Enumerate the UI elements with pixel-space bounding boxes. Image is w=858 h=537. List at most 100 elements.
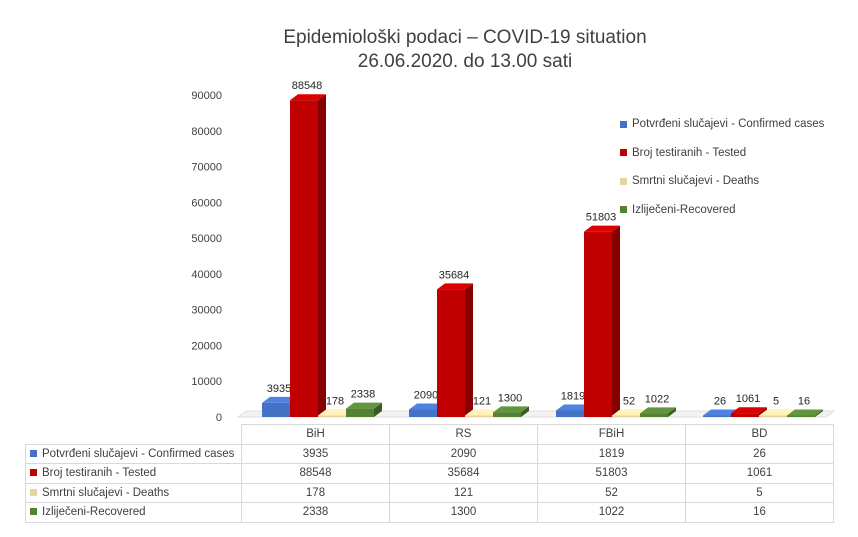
bar [290,94,326,417]
bar-face [409,403,445,410]
table-swatch-deaths [30,488,37,496]
table-row-label-confirmed: Potvrđeni slučajevi - Confirmed cases [42,447,235,460]
bar-face [556,404,592,411]
data-label: 2338 [351,389,375,401]
bar-face [612,225,620,417]
data-label: 1061 [736,393,760,405]
bar-face [787,409,823,416]
table-cell: 2338 [241,502,390,523]
table-cell: 35684 [389,463,538,484]
legend-label-recovered: Izliječeni-Recovered [632,203,736,216]
y-tick-label: 50000 [191,233,222,245]
table-header-rs: RS [389,424,538,445]
bar-face [465,283,473,417]
bar [493,406,529,417]
table-cell: 88548 [241,463,390,484]
bar-face [437,289,465,417]
legend-item-confirmed: Potvrđeni slučajevi - Confirmed cases [620,110,824,139]
table-corner [25,424,242,444]
table-cell: 26 [685,443,834,464]
table-row-deaths: Smrtni slučajevi - Deaths 178 121 52 5 [25,482,834,503]
table-row-recovered: Izliječeni-Recovered 2338 1300 1022 16 [25,502,834,523]
table-cell: 2090 [389,443,538,464]
legend-label-tested: Broj testiranih - Tested [632,146,747,159]
legend-label-confirmed: Potvrđeni slučajevi - Confirmed cases [632,118,825,131]
bar-face [521,406,529,417]
data-label: 5 [773,396,779,408]
table-swatch-tested [30,469,37,477]
bar [787,409,823,417]
data-label: 26 [714,396,726,408]
bar-face [640,407,676,414]
table-cell: 1819 [537,443,686,464]
bar-face [290,94,326,101]
bar-face [465,415,493,417]
data-label: 51803 [586,212,617,224]
table-cell: 1061 [685,463,834,484]
y-tick-label: 40000 [191,269,222,281]
y-tick-label: 0 [216,412,222,424]
legend-item-deaths: Smrtni slučajevi - Deaths [620,167,824,196]
data-label: 121 [473,396,491,408]
table-cell: 178 [241,482,390,503]
legend-swatch-deaths [620,177,627,185]
y-tick-label: 20000 [191,340,222,352]
bar-face [668,407,676,417]
legend-swatch-tested [620,149,627,157]
bar-face [437,283,473,290]
bar-face [318,94,326,417]
y-tick-label: 70000 [191,162,222,174]
bar-face [409,409,437,417]
bar-face [584,225,620,232]
table-row-confirmed: Potvrđeni slučajevi - Confirmed cases 39… [25,443,834,464]
legend-item-recovered: Izliječeni-Recovered [620,196,824,225]
table-row-label-deaths: Smrtni slučajevi - Deaths [42,486,170,499]
legend-swatch-recovered [620,206,627,214]
bar-face [759,415,787,417]
table-swatch-recovered [30,508,37,516]
bar-face [815,409,823,417]
bar-face [612,409,648,416]
data-label: 35684 [439,269,470,281]
bar-face [493,412,521,417]
bar-face [556,410,584,417]
table-header-bih: BiH [241,424,390,445]
table-cell: 1300 [389,502,538,523]
y-tick-label: 30000 [191,305,222,317]
bar-face [262,402,290,417]
bar-face [731,407,767,414]
y-tick-label: 10000 [191,376,222,388]
bar [584,225,620,417]
table-cell: 51803 [537,463,686,484]
table-row-label-recovered: Izliječeni-Recovered [42,506,146,519]
bar-face [318,409,354,416]
bar-face [703,409,739,416]
legend: Potvrđeni slučajevi - Confirmed cases Br… [620,110,824,224]
legend-swatch-confirmed [620,120,627,128]
table-swatch-confirmed [30,449,37,457]
table-cell: 52 [537,482,686,503]
data-label: 3935 [267,383,291,395]
data-label: 178 [326,396,344,408]
table-header-bd: BD [685,424,834,445]
data-label: 2090 [414,390,438,402]
table-header-fbih: FBiH [537,424,686,445]
bar-face [465,409,501,416]
table-cell: 3935 [241,443,390,464]
table-cell: 5 [685,482,834,503]
bar-face [759,409,795,416]
bar-face [346,402,382,409]
bar-face [262,396,298,403]
bar [346,402,382,417]
table-cell: 1022 [537,502,686,523]
bar [640,407,676,417]
data-label: 88548 [292,80,323,92]
data-label: 16 [798,396,810,408]
bar [437,283,473,417]
data-label: 52 [623,396,635,408]
bar-face [318,415,346,417]
data-label: 1819 [561,390,585,402]
data-table-header: BiH RS FBiH BD [25,424,834,445]
